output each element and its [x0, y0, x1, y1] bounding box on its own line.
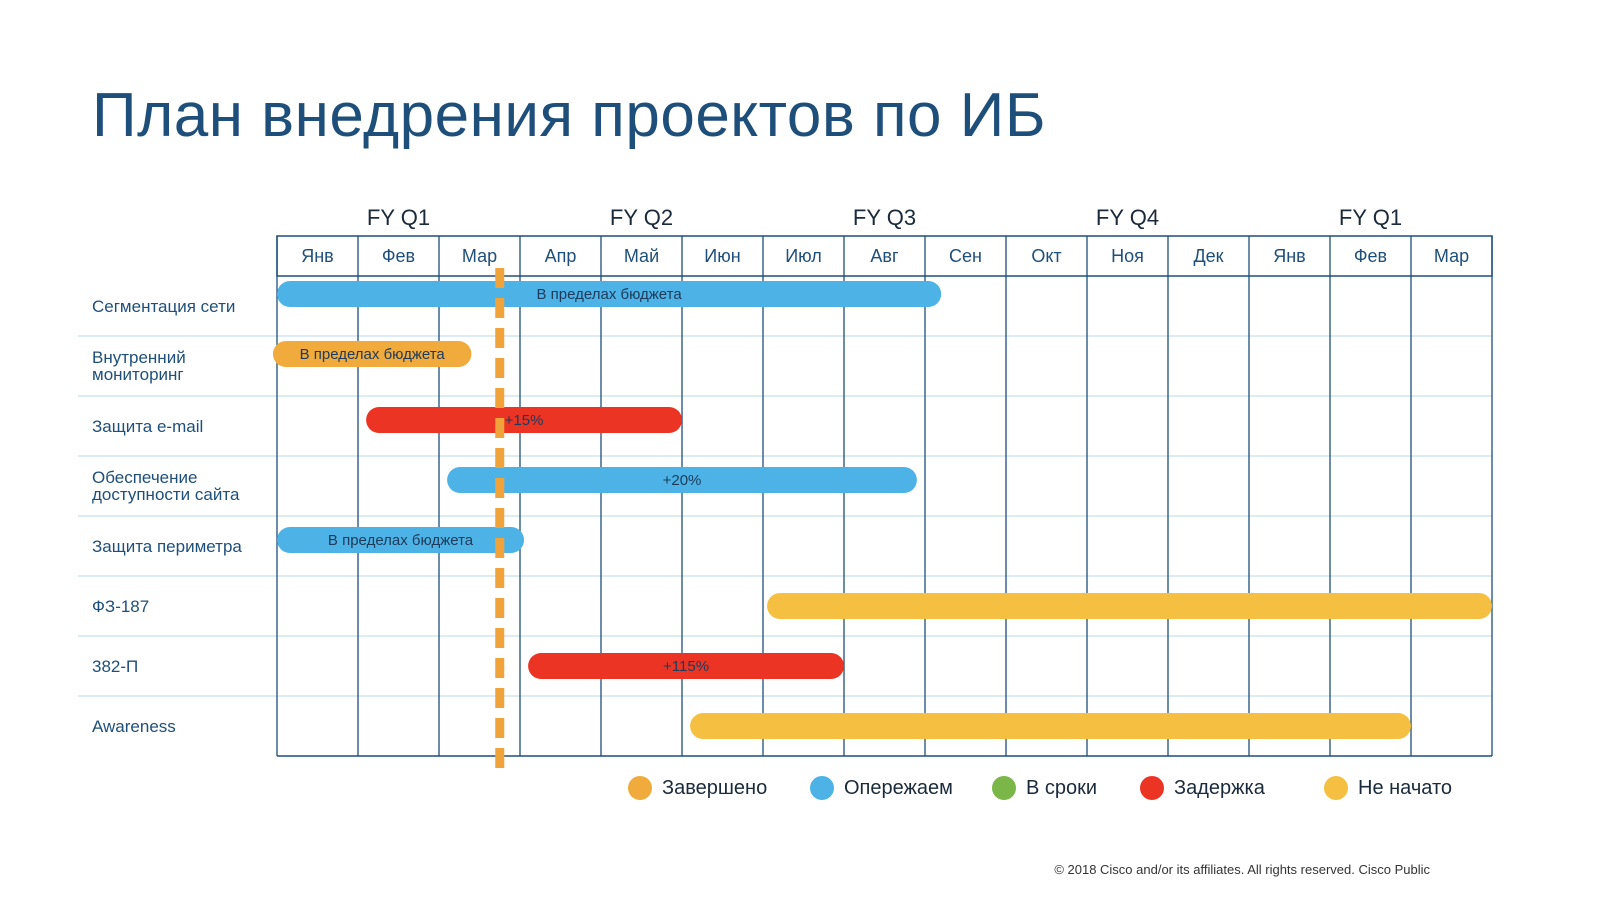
month-label: Янв — [1273, 246, 1306, 266]
task-label: Сегментация сети — [92, 297, 235, 316]
task-label: 382-П — [92, 657, 138, 676]
task-bar — [767, 593, 1492, 619]
task-bar — [277, 281, 942, 307]
month-label: Дек — [1193, 246, 1223, 266]
quarter-label: FY Q3 — [853, 205, 916, 230]
legend-swatch — [1324, 776, 1348, 800]
legend-label: В сроки — [1026, 776, 1098, 799]
month-label: Май — [624, 246, 659, 266]
legend-item: В сроки — [992, 776, 1097, 800]
gantt-chart: FY Q1 FY Q2 FY Q3 FY Q4 FY Q1 Янв Фев Мар Апр Май… — [78, 205, 1493, 770]
month-label: Янв — [301, 246, 334, 266]
quarter-label: FY Q1 — [367, 205, 430, 230]
task-bar — [277, 527, 525, 553]
legend-swatch — [810, 776, 834, 800]
task-bar-label: +20% — [663, 472, 702, 489]
legend-label: Завершено — [662, 776, 768, 799]
legend: Завершено Опережаем В сроки Задержка Не нача… — [0, 776, 1600, 816]
task-bar — [690, 713, 1411, 739]
page-title: План внедрения проектов по ИБ — [92, 81, 1047, 150]
month-label: Ноя — [1111, 246, 1144, 266]
quarter-label: FY Q1 — [1339, 205, 1402, 230]
month-label: Мар — [1434, 246, 1469, 266]
task-bar — [528, 653, 844, 679]
month-label: Июн — [704, 246, 740, 266]
month-label: Окт — [1031, 246, 1061, 266]
month-label: Сен — [949, 246, 982, 266]
legend-label: Опережаем — [844, 776, 953, 799]
legend-item: Не начато — [1324, 776, 1452, 800]
task-label: Внутренний мониторинг — [92, 348, 186, 384]
month-label: Фев — [382, 246, 415, 266]
month-label: Авг — [870, 246, 899, 266]
month-label: Мар — [462, 246, 497, 266]
task-bar-label: В пределах бюджета — [536, 286, 682, 303]
legend-label: Задержка — [1174, 776, 1265, 799]
quarter-label: FY Q4 — [1096, 205, 1159, 230]
legend-label: Не начато — [1358, 776, 1453, 799]
legend-swatch — [628, 776, 652, 800]
task-bar-label: В пределах бюджета — [328, 532, 474, 549]
task-label: Защита e-mail — [92, 417, 203, 436]
task-bar — [272, 341, 472, 367]
legend-swatch — [1140, 776, 1164, 800]
task-bar-label: +115% — [663, 658, 709, 675]
task-label: Защита периметра — [92, 537, 242, 556]
quarter-label: FY Q2 — [610, 205, 673, 230]
legend-item: Завершено — [628, 776, 767, 800]
task-label: Awareness — [92, 717, 176, 736]
legend-item: Задержка — [1140, 776, 1265, 800]
month-label: Июл — [785, 246, 822, 266]
month-label: Апр — [545, 246, 577, 266]
task-label: ФЗ-187 — [92, 597, 149, 616]
legend-swatch — [992, 776, 1016, 800]
task-label: Обеспечение доступности сайта — [92, 468, 240, 504]
task-bar-label: В пределах бюджета — [300, 346, 446, 363]
task-bar — [447, 467, 917, 493]
legend-item: Опережаем — [810, 776, 953, 800]
month-label: Фев — [1354, 246, 1387, 266]
task-bar-label: +15% — [505, 412, 544, 429]
copyright-footer: © 2018 Cisco and/or its affiliates. All … — [1054, 862, 1430, 877]
task-bar — [366, 407, 682, 433]
